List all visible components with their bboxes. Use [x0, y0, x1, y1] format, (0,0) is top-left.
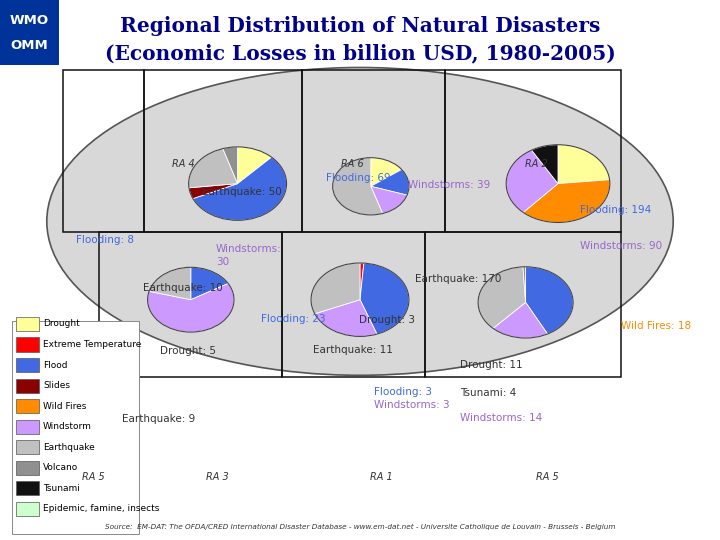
- Bar: [16, 440, 39, 454]
- Polygon shape: [478, 267, 526, 328]
- Text: Windstorms: 3: Windstorms: 3: [374, 400, 450, 410]
- Text: Windstorm: Windstorm: [43, 422, 92, 431]
- Bar: [16, 461, 39, 475]
- Polygon shape: [493, 302, 547, 338]
- Text: Flood: Flood: [43, 361, 68, 369]
- Text: Earthquake: Earthquake: [43, 443, 95, 451]
- Polygon shape: [148, 284, 234, 332]
- Text: Slides: Slides: [43, 381, 70, 390]
- Text: OMM: OMM: [11, 39, 48, 52]
- Text: Earthquake: 10: Earthquake: 10: [143, 283, 222, 293]
- Text: Earthquake: 170: Earthquake: 170: [415, 274, 501, 285]
- Polygon shape: [506, 150, 558, 212]
- Text: Wild Fires: Wild Fires: [43, 402, 86, 410]
- Text: RA 2: RA 2: [525, 159, 548, 170]
- Polygon shape: [193, 157, 287, 220]
- Text: RA 1: RA 1: [370, 472, 393, 482]
- Bar: [16, 338, 39, 352]
- Bar: [12, 321, 139, 534]
- Text: Windstorms:: Windstorms:: [216, 244, 282, 254]
- Bar: [16, 399, 39, 413]
- Text: Extreme Temperature: Extreme Temperature: [43, 340, 142, 349]
- Polygon shape: [523, 180, 610, 222]
- Bar: [16, 481, 39, 495]
- Polygon shape: [558, 145, 610, 184]
- Text: Earthquake: 9: Earthquake: 9: [122, 414, 196, 424]
- Text: Flooding: 23: Flooding: 23: [261, 314, 326, 325]
- Text: Windstorms: 14: Windstorms: 14: [460, 413, 542, 423]
- Text: Wild Fires: 18: Wild Fires: 18: [621, 321, 690, 331]
- Text: Windstorms: 39: Windstorms: 39: [408, 180, 490, 190]
- Text: WMO: WMO: [10, 14, 49, 27]
- Polygon shape: [371, 158, 402, 186]
- Ellipse shape: [47, 68, 673, 375]
- Text: Tsunami: 4: Tsunami: 4: [460, 388, 516, 398]
- Text: Windstorms: 90: Windstorms: 90: [580, 241, 662, 252]
- Text: RA 4: RA 4: [172, 159, 195, 170]
- Text: RA 5: RA 5: [82, 472, 105, 482]
- Text: 30: 30: [216, 257, 229, 267]
- Polygon shape: [526, 267, 573, 334]
- Polygon shape: [371, 186, 407, 213]
- Text: RA 3: RA 3: [206, 472, 229, 482]
- Text: Volcano: Volcano: [43, 463, 78, 472]
- Text: Flooding: 8: Flooding: 8: [76, 235, 134, 245]
- Polygon shape: [333, 158, 382, 215]
- Text: Drought: 5: Drought: 5: [160, 346, 216, 356]
- Text: Drought: Drought: [43, 320, 80, 328]
- Text: Flooding: 3: Flooding: 3: [374, 387, 433, 397]
- Text: Source:  EM-DAT: The OFDA/CRED International Disaster Database - www.em-dat.net : Source: EM-DAT: The OFDA/CRED Internatio…: [104, 524, 616, 530]
- Bar: [16, 358, 39, 372]
- Text: Regional Distribution of Natural Disasters: Regional Distribution of Natural Disaste…: [120, 16, 600, 36]
- Text: Earthquake: 11: Earthquake: 11: [313, 345, 393, 355]
- Text: Earthquake: 50: Earthquake: 50: [202, 187, 282, 197]
- Bar: [16, 379, 39, 393]
- Text: Tsunami: Tsunami: [43, 484, 80, 492]
- Text: RA 5: RA 5: [536, 472, 559, 482]
- Text: (Economic Losses in billion USD, 1980-2005): (Economic Losses in billion USD, 1980-20…: [104, 43, 616, 63]
- Polygon shape: [531, 145, 558, 184]
- Text: Epidemic, famine, insects: Epidemic, famine, insects: [43, 504, 160, 513]
- Polygon shape: [191, 267, 228, 300]
- Bar: [16, 502, 39, 516]
- Polygon shape: [360, 263, 409, 334]
- Polygon shape: [523, 267, 526, 302]
- Polygon shape: [222, 147, 238, 184]
- Text: Drought: 3: Drought: 3: [359, 315, 415, 325]
- Polygon shape: [311, 263, 360, 314]
- Bar: [16, 420, 39, 434]
- Polygon shape: [360, 263, 364, 300]
- Bar: [0, 0, 59, 65]
- Polygon shape: [238, 147, 271, 184]
- Polygon shape: [371, 170, 409, 195]
- Text: Flooding: 69: Flooding: 69: [326, 173, 391, 183]
- Bar: [16, 317, 39, 331]
- Polygon shape: [315, 300, 377, 336]
- Polygon shape: [189, 184, 238, 199]
- Text: RA 6: RA 6: [341, 159, 364, 170]
- Polygon shape: [189, 148, 238, 188]
- Polygon shape: [149, 267, 191, 300]
- Text: Flooding: 194: Flooding: 194: [580, 205, 652, 215]
- Text: Drought: 11: Drought: 11: [460, 360, 523, 370]
